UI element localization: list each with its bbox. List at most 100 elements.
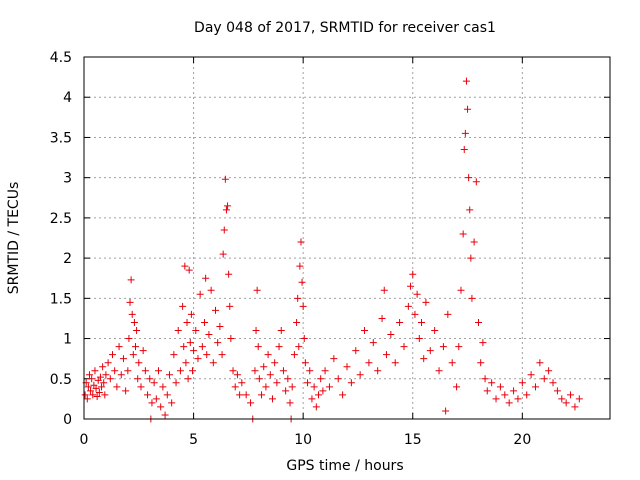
data-point	[152, 395, 160, 403]
data-point	[304, 379, 312, 387]
data-point	[477, 359, 485, 367]
data-point	[163, 391, 171, 399]
data-point	[444, 310, 452, 318]
data-point	[209, 359, 217, 367]
data-point	[186, 339, 194, 347]
data-point	[182, 359, 190, 367]
data-point	[201, 318, 209, 326]
data-point	[296, 262, 304, 270]
data-point	[315, 391, 323, 399]
data-point	[214, 339, 222, 347]
data-point	[365, 359, 373, 367]
data-point	[157, 403, 165, 411]
data-point	[202, 274, 210, 282]
data-point	[467, 254, 475, 262]
data-point	[418, 318, 426, 326]
data-point	[462, 77, 470, 85]
data-point	[93, 392, 101, 400]
data-point	[330, 355, 338, 363]
data-point	[295, 343, 303, 351]
data-point	[141, 367, 149, 375]
data-point	[343, 363, 351, 371]
data-point	[130, 318, 138, 326]
data-point	[461, 129, 469, 137]
data-point	[192, 327, 200, 335]
data-point	[466, 206, 474, 214]
data-point	[501, 391, 509, 399]
data-point	[299, 302, 307, 310]
data-point	[95, 388, 103, 396]
data-point	[496, 383, 504, 391]
data-point	[468, 294, 476, 302]
data-point	[236, 391, 244, 399]
data-point	[284, 375, 292, 383]
data-point	[96, 373, 104, 381]
data-point	[288, 383, 296, 391]
data-point	[221, 175, 229, 183]
data-point	[238, 379, 246, 387]
data-point	[382, 351, 390, 359]
data-point	[325, 383, 333, 391]
data-point	[133, 327, 141, 335]
data-point	[266, 371, 274, 379]
y-tick-label: 1.5	[50, 291, 72, 307]
data-point	[453, 383, 461, 391]
data-point	[155, 367, 163, 375]
data-point	[108, 351, 116, 359]
grid-lines	[84, 57, 610, 419]
data-point	[124, 367, 132, 375]
chart-title: Day 048 of 2017, SRMTID for receiver cas…	[194, 20, 496, 36]
data-point	[271, 359, 279, 367]
data-point	[115, 343, 123, 351]
data-point	[361, 327, 369, 335]
data-point	[308, 395, 316, 403]
data-point	[222, 206, 230, 214]
data-point	[465, 174, 473, 182]
data-point	[472, 178, 480, 186]
data-point	[479, 339, 487, 347]
data-point	[347, 379, 355, 387]
data-point	[407, 282, 415, 290]
data-point	[514, 395, 522, 403]
data-point	[297, 238, 305, 246]
data-point	[273, 379, 281, 387]
data-point	[127, 276, 135, 284]
y-tick-label: 0	[63, 412, 72, 428]
data-point	[196, 290, 204, 298]
x-tick-label: 15	[404, 432, 422, 448]
data-point	[139, 347, 147, 355]
data-point	[282, 387, 290, 395]
data-point	[409, 270, 417, 278]
data-point	[125, 335, 133, 343]
data-point	[126, 298, 134, 306]
data-point	[319, 387, 327, 395]
data-point	[404, 302, 412, 310]
data-point	[161, 411, 169, 419]
data-point	[242, 391, 250, 399]
data-point	[488, 379, 496, 387]
data-point	[558, 395, 566, 403]
data-point	[352, 347, 360, 355]
data-point	[113, 383, 121, 391]
data-point	[268, 395, 276, 403]
data-point	[396, 318, 404, 326]
data-point	[225, 270, 233, 278]
data-point	[483, 387, 491, 395]
data-point	[435, 367, 443, 375]
data-point	[317, 375, 325, 383]
data-point	[184, 375, 192, 383]
data-point	[431, 327, 439, 335]
data-point	[218, 351, 226, 359]
data-point	[571, 403, 579, 411]
data-point	[294, 294, 302, 302]
x-tick-label: 5	[189, 432, 198, 448]
data-point	[492, 395, 500, 403]
x-tick-label: 20	[513, 432, 531, 448]
data-point	[293, 318, 301, 326]
y-axis-label: SRMTID / TECUs	[6, 182, 22, 295]
data-point	[262, 383, 270, 391]
data-points	[81, 77, 583, 423]
data-point	[300, 335, 308, 343]
data-point	[475, 318, 482, 326]
